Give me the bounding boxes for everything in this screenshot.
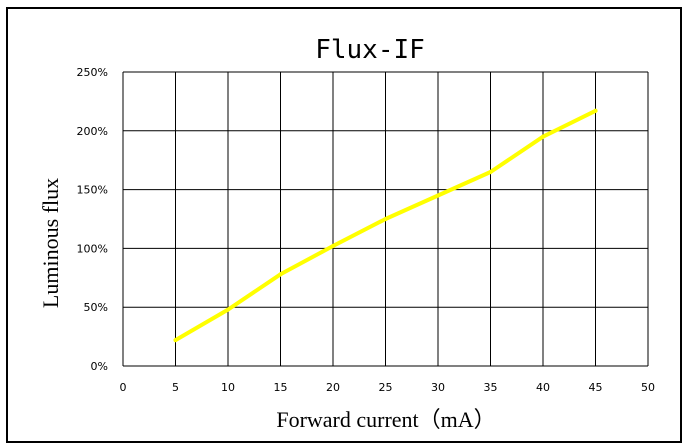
data-point [436,193,440,198]
grid [122,71,649,367]
data-point [173,338,178,343]
x-tick-label: 0 [120,381,127,394]
y-tick-label: 50% [84,301,108,314]
x-tick-label: 5 [172,381,179,394]
y-tick-label: 250% [77,66,108,79]
x-tick-label: 20 [326,381,340,394]
y-tick-label: 150% [77,184,108,197]
x-tick-label: 30 [431,381,445,394]
data-point [383,217,388,221]
chart-frame [6,7,682,443]
data-point [488,169,493,174]
x-tick-label: 35 [484,381,498,394]
y-tick-label: 200% [77,125,108,138]
y-axis-title: Luminous flux [38,178,63,308]
data-point [541,134,545,139]
x-tick-label: 25 [379,381,393,394]
x-tick-label: 10 [221,381,235,394]
data-point [593,108,598,113]
chart-title: Flux-IF [315,35,425,65]
x-tick-label: 15 [274,381,288,394]
x-tick-label: 40 [536,381,550,394]
x-axis-ticks: 0 5 10 15 20 25 30 35 40 45 50 [120,381,656,394]
data-point [278,272,283,277]
data-point [331,244,335,249]
y-tick-label: 100% [77,242,108,255]
series-group [173,108,598,343]
x-tick-label: 45 [589,381,603,394]
y-tick-label: 0% [91,360,108,373]
x-axis-title: Forward current（mA） [276,407,495,432]
data-point [226,307,230,312]
x-tick-label: 50 [641,381,655,394]
y-axis-ticks: 0% 50% 100% 150% 200% 250% [77,66,108,373]
